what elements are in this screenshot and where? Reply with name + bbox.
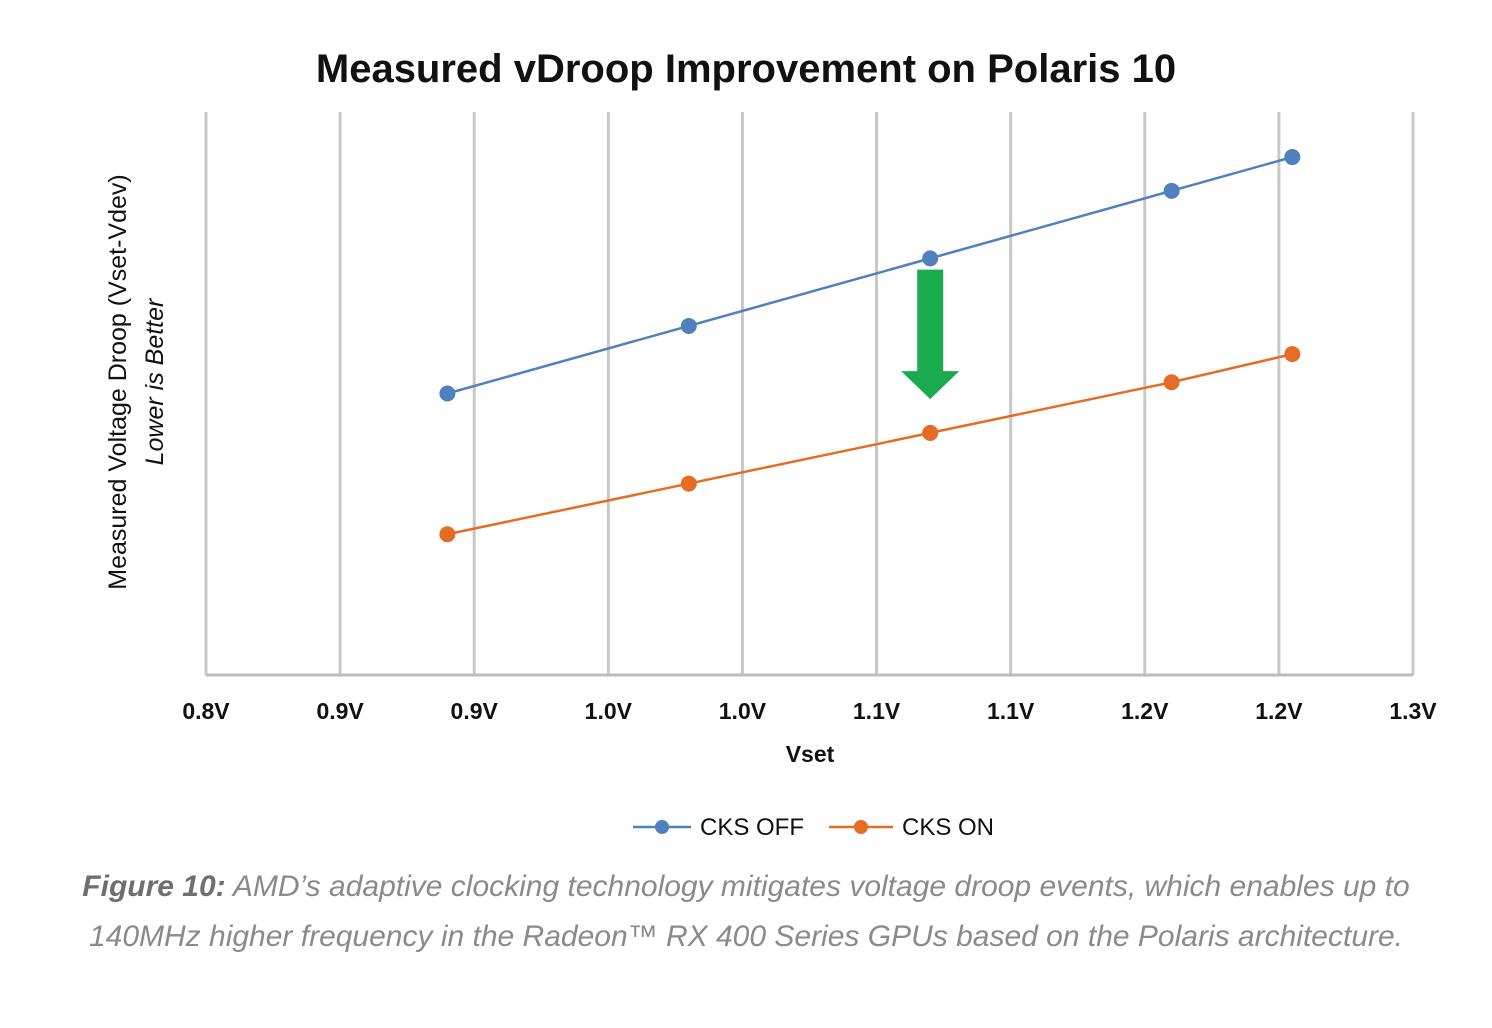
data-point-cks-off — [922, 250, 939, 267]
grid-lines — [204, 112, 1415, 675]
data-point-cks-on — [1284, 346, 1301, 363]
chart: Measured vDroop Improvement on Polaris 1… — [104, 47, 1437, 841]
x-tick-label: 1.1V — [987, 698, 1035, 724]
x-tick-label: 1.2V — [1121, 698, 1169, 724]
x-tick-label: 0.8V — [182, 698, 230, 724]
data-point-cks-on — [439, 526, 456, 543]
figure-caption: Figure 10: AMD’s adaptive clocking techn… — [40, 862, 1452, 962]
data-point-cks-off — [1284, 149, 1301, 166]
data-point-cks-on — [680, 475, 697, 492]
x-tick-label: 0.9V — [451, 698, 499, 724]
legend-label: CKS ON — [902, 814, 994, 841]
improvement-arrow — [901, 269, 960, 400]
data-point-cks-off — [1163, 182, 1180, 199]
x-tick-label: 1.0V — [585, 698, 633, 724]
caption-text: AMD’s adaptive clocking technology mitig… — [88, 870, 1410, 953]
x-tick-labels: 0.8V 0.9V 0.9V 1.0V 1.0V 1.1V 1.1V 1.2V 1.2V 1.3V — [182, 698, 1437, 724]
x-tick-label: 1.0V — [719, 698, 767, 724]
x-tick-label: 1.1V — [853, 698, 901, 724]
legend-swatch-marker — [854, 820, 868, 834]
y-axis-sublabel: Lower is Better — [141, 297, 169, 465]
legend-swatch-marker — [655, 820, 669, 834]
x-tick-label: 1.2V — [1255, 698, 1303, 724]
x-tick-label: 0.9V — [316, 698, 364, 724]
x-tick-label: 1.3V — [1389, 698, 1437, 724]
data-point-cks-off — [439, 385, 456, 402]
y-axis-label: Measured Voltage Droop (Vset-Vdev) — [104, 174, 132, 590]
data-point-cks-on — [1163, 374, 1180, 391]
series-group — [439, 149, 1301, 543]
legend-label: CKS OFF — [700, 814, 804, 841]
chart-title: Measured vDroop Improvement on Polaris 1… — [316, 47, 1176, 91]
data-point-cks-on — [922, 424, 939, 441]
down-arrow-icon — [901, 269, 960, 400]
legend: CKS OFF CKS ON — [633, 814, 994, 841]
caption-label: Figure 10: — [82, 870, 226, 903]
data-point-cks-off — [680, 317, 697, 334]
x-axis-label: Vset — [786, 741, 835, 767]
